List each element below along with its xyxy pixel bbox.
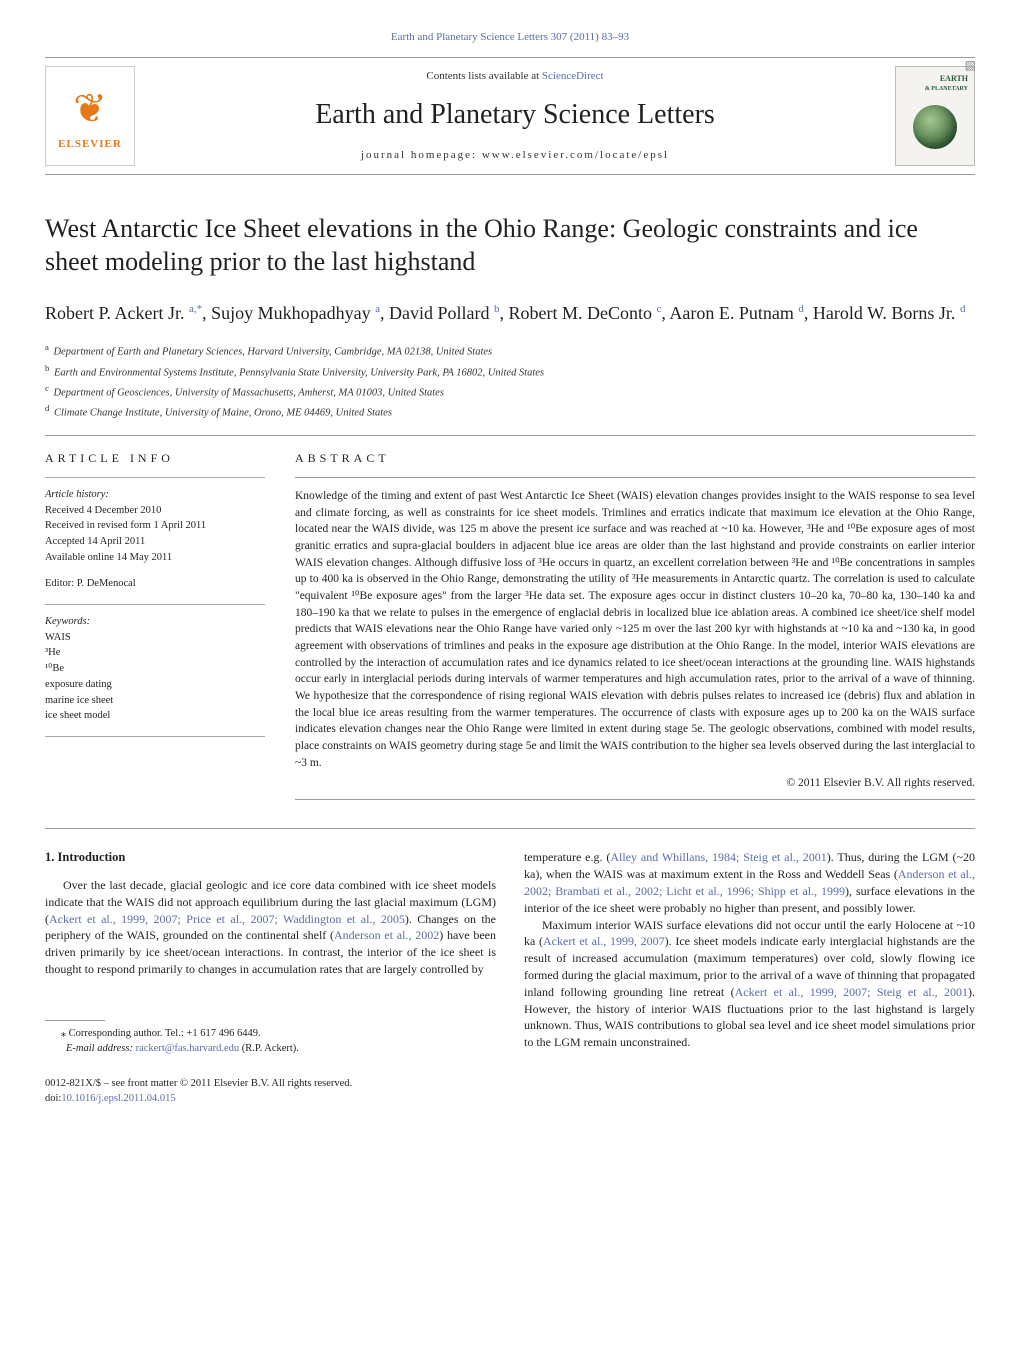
history-line: Received 4 December 2010 (45, 504, 265, 519)
contents-prefix: Contents lists available at (426, 70, 541, 82)
email-link[interactable]: rackert@fas.harvard.edu (136, 1043, 240, 1054)
article-info-heading: ARTICLE INFO (45, 450, 265, 467)
citation-link[interactable]: Ackert et al., 1999, 2007; Steig et al.,… (735, 985, 968, 999)
elsevier-logo: ❦ ELSEVIER (45, 66, 135, 166)
article-info-panel: ARTICLE INFO Article history: Received 4… (45, 450, 265, 814)
corresponding-author-line: ⁎ Corresponding author. Tel.: +1 617 496… (45, 1027, 496, 1042)
citation-link[interactable]: Anderson et al., 2002 (334, 928, 439, 942)
citation-link[interactable]: Alley and Whillans, 1984; Steig et al., … (610, 850, 826, 864)
journal-ref-link[interactable]: Earth and Planetary Science Letters 307 … (391, 31, 629, 43)
history-line: Received in revised form 1 April 2011 (45, 519, 265, 534)
keywords-label: Keywords: (45, 615, 265, 630)
elsevier-brand-text: ELSEVIER (58, 137, 122, 152)
affiliation: c Department of Geosciences, University … (45, 382, 975, 401)
abstract-heading: ABSTRACT (295, 450, 975, 467)
body-paragraph: Maximum interior WAIS surface elevations… (524, 917, 975, 1051)
affiliation-list: a Department of Earth and Planetary Scie… (45, 341, 975, 421)
masthead: ❦ ELSEVIER Contents lists available at S… (45, 57, 975, 175)
body-paragraph: Over the last decade, glacial geologic a… (45, 877, 496, 978)
article-title: West Antarctic Ice Sheet elevations in t… (45, 213, 975, 278)
affiliation: b Earth and Environmental Systems Instit… (45, 362, 975, 381)
keyword: marine ice sheet (45, 694, 265, 709)
history-line: Accepted 14 April 2011 (45, 535, 265, 550)
abstract-panel: ABSTRACT Knowledge of the timing and ext… (295, 450, 975, 814)
journal-title: Earth and Planetary Science Letters (155, 95, 875, 134)
sciencedirect-link[interactable]: ScienceDirect (542, 70, 604, 82)
right-column: temperature e.g. (Alley and Whillans, 19… (524, 849, 975, 1106)
cover-subtitle: & PLANETARY (902, 85, 968, 93)
body-paragraph: temperature e.g. (Alley and Whillans, 19… (524, 849, 975, 916)
section-heading: 1. Introduction (45, 849, 496, 867)
doi-link[interactable]: 10.1016/j.epsl.2011.04.015 (61, 1093, 175, 1104)
issn-line: 0012-821X/$ – see front matter © 2011 El… (45, 1077, 496, 1092)
editor-line: Editor: P. DeMenocal (45, 577, 265, 592)
divider (45, 435, 975, 436)
globe-icon (913, 105, 957, 149)
citation-link[interactable]: Ackert et al., 1999, 2007; Price et al.,… (49, 912, 405, 926)
body-text: 1. Introduction Over the last decade, gl… (45, 849, 975, 1106)
doi-line: doi:10.1016/j.epsl.2011.04.015 (45, 1092, 496, 1107)
keyword: ice sheet model (45, 709, 265, 724)
keyword: ³He (45, 646, 265, 661)
footnote-divider (45, 1020, 105, 1021)
citation-link[interactable]: Ackert et al., 1999, 2007 (543, 934, 665, 948)
abstract-copyright: © 2011 Elsevier B.V. All rights reserved… (295, 775, 975, 791)
article-history-label: Article history: (45, 488, 265, 503)
journal-homepage: journal homepage: www.elsevier.com/locat… (155, 148, 875, 163)
doi-block: 0012-821X/$ – see front matter © 2011 El… (45, 1077, 496, 1106)
author-list: Robert P. Ackert Jr. a,*, Sujoy Mukhopad… (45, 300, 975, 327)
affiliation: d Climate Change Institute, University o… (45, 402, 975, 421)
history-line: Available online 14 May 2011 (45, 551, 265, 566)
affiliation: a Department of Earth and Planetary Scie… (45, 341, 975, 360)
cover-corner-mark: ▧ (965, 57, 976, 74)
footnotes: ⁎ Corresponding author. Tel.: +1 617 496… (45, 1027, 496, 1057)
journal-reference: Earth and Planetary Science Letters 307 … (45, 30, 975, 45)
elsevier-tree-icon: ❦ (73, 81, 107, 137)
abstract-text: Knowledge of the timing and extent of pa… (295, 488, 975, 771)
journal-cover-thumbnail: ▧ EARTH & PLANETARY (895, 66, 975, 166)
contents-available-line: Contents lists available at ScienceDirec… (155, 69, 875, 84)
keyword: ¹⁰Be (45, 662, 265, 677)
left-column: 1. Introduction Over the last decade, gl… (45, 849, 496, 1106)
keyword: exposure dating (45, 678, 265, 693)
email-line: E-mail address: rackert@fas.harvard.edu … (45, 1042, 496, 1057)
cover-title: EARTH (902, 73, 968, 84)
keyword: WAIS (45, 631, 265, 646)
